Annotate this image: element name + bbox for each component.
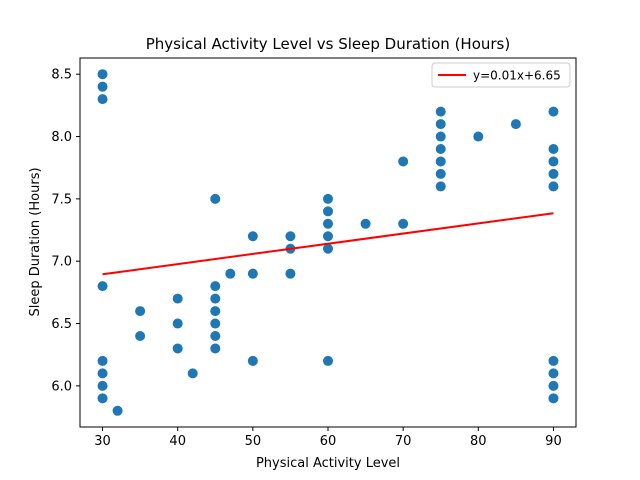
data-point-42 (435, 156, 446, 167)
x-tick-label: 70 (395, 434, 412, 449)
x-tick-label: 50 (245, 434, 262, 449)
data-point-44 (435, 181, 446, 192)
x-axis-title: Physical Activity Level (256, 456, 400, 471)
data-point-22 (225, 268, 236, 279)
data-point-25 (247, 355, 258, 366)
data-point-18 (210, 306, 221, 317)
data-point-38 (435, 106, 446, 117)
data-point-33 (323, 243, 333, 254)
data-point-32 (323, 231, 333, 242)
x-tick-label: 40 (169, 434, 186, 449)
y-tick-label: 7.5 (51, 192, 72, 207)
y-tick-label: 6.5 (51, 317, 72, 332)
x-axis-ticks: 30 40 50 60 70 80 90 (94, 427, 562, 449)
data-point-6 (97, 380, 108, 391)
data-point-13 (172, 343, 183, 354)
data-point-50 (548, 168, 559, 179)
data-point-21 (210, 343, 221, 354)
y-tick-label: 7.0 (51, 255, 72, 270)
chart-title: Physical Activity Level vs Sleep Duratio… (146, 35, 510, 53)
data-point-23 (247, 231, 258, 242)
data-point-9 (135, 306, 146, 317)
data-point-0 (97, 69, 108, 80)
legend-box (431, 62, 571, 88)
y-axis-ticks: 6.0 6.5 7.0 7.5 8.0 8.5 (51, 68, 80, 394)
data-point-35 (360, 218, 371, 229)
y-tick-label: 8.5 (51, 68, 72, 83)
data-point-43 (435, 168, 446, 179)
data-point-2 (97, 94, 108, 105)
y-tick-label: 8.0 (51, 130, 72, 145)
data-point-5 (97, 368, 108, 379)
data-point-1 (97, 81, 108, 92)
data-point-51 (548, 181, 559, 192)
data-point-45 (473, 131, 484, 142)
data-point-39 (435, 119, 446, 130)
plot-frame (79, 57, 577, 428)
data-point-20 (210, 330, 221, 341)
data-point-19 (210, 318, 221, 329)
data-point-11 (172, 293, 183, 304)
data-point-8 (112, 405, 123, 416)
y-tick-label: 6.0 (51, 379, 72, 394)
data-point-29 (323, 193, 333, 204)
data-point-31 (323, 218, 333, 229)
data-point-41 (435, 144, 446, 155)
data-point-36 (398, 156, 409, 167)
data-point-14 (187, 368, 198, 379)
data-point-30 (323, 206, 333, 217)
data-point-15 (210, 193, 221, 204)
legend-fit-line-label: y=0.01x+6.65 (473, 69, 561, 83)
data-point-48 (548, 144, 559, 155)
data-point-55 (548, 393, 559, 404)
data-point-17 (210, 293, 221, 304)
y-axis-title: Sleep Duration (Hours) (28, 167, 43, 316)
data-point-3 (97, 281, 108, 292)
points-layer (97, 69, 559, 416)
data-point-24 (247, 268, 258, 279)
data-point-16 (210, 281, 221, 292)
data-point-7 (97, 393, 108, 404)
fit-line (102, 212, 554, 276)
legend: y=0.01x+6.65 (431, 62, 571, 88)
fit-line-layer (102, 212, 554, 276)
data-point-54 (548, 380, 559, 391)
data-point-28 (285, 268, 296, 279)
data-point-34 (323, 355, 333, 366)
x-tick-label: 60 (320, 434, 337, 449)
data-point-52 (548, 355, 559, 366)
x-tick-label: 80 (470, 434, 487, 449)
data-point-4 (97, 355, 108, 366)
data-point-40 (435, 131, 446, 142)
data-point-12 (172, 318, 183, 329)
x-tick-label: 30 (94, 434, 111, 449)
data-point-37 (398, 218, 409, 229)
data-point-46 (510, 119, 521, 130)
data-point-49 (548, 156, 559, 167)
data-point-53 (548, 368, 559, 379)
data-point-26 (285, 231, 296, 242)
x-tick-label: 90 (545, 434, 562, 449)
data-point-10 (135, 330, 146, 341)
data-point-47 (548, 106, 559, 117)
